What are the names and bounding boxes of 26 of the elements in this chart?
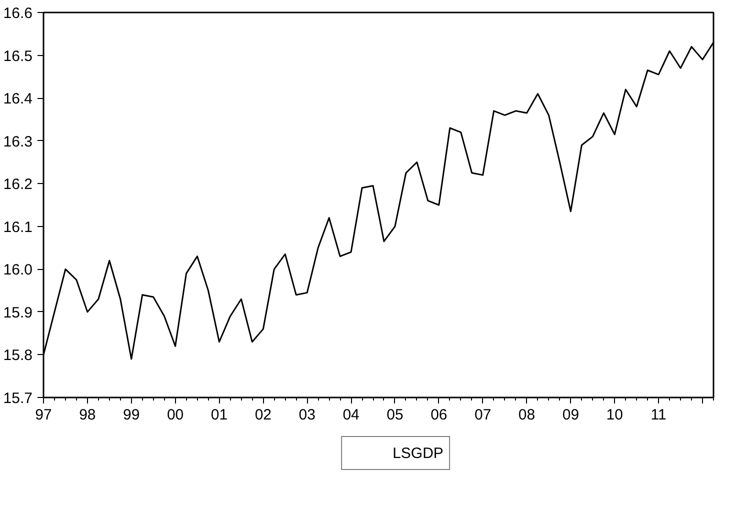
x-tick-label: 97 (35, 406, 52, 424)
y-tick-label: 16.6 (3, 5, 33, 22)
x-tick-label: 00 (166, 406, 184, 424)
y-tick-label: 16.1 (3, 218, 33, 236)
y-tick-label: 16.2 (3, 176, 33, 194)
y-tick-label: 15.8 (3, 347, 33, 364)
y-tick-label: 16.0 (3, 262, 33, 279)
x-tick-label: 07 (474, 406, 492, 424)
x-tick-label: 11 (650, 406, 666, 424)
x-tick-label: 10 (606, 406, 623, 424)
x-tick-label: 98 (79, 406, 96, 424)
x-tick-label: 03 (298, 406, 316, 424)
text: LSGDP (392, 444, 444, 462)
y-tick-label: 15.7 (3, 390, 33, 407)
x-tick-label: 06 (430, 406, 448, 424)
x-tick-label: 02 (254, 406, 272, 424)
x-tick-label: 08 (518, 406, 536, 424)
x-tick-label: 01 (210, 406, 228, 424)
y-tick-label: 15.9 (3, 304, 33, 322)
x-tick-label: 05 (386, 406, 404, 424)
y-tick-label: 16.5 (3, 48, 33, 65)
x-tick-label: 04 (342, 406, 360, 424)
x-tick-label: 99 (123, 406, 140, 424)
y-tick-label: 16.3 (3, 133, 33, 150)
x-tick-label: 09 (562, 406, 580, 424)
y-tick-label: 16.4 (3, 90, 33, 108)
